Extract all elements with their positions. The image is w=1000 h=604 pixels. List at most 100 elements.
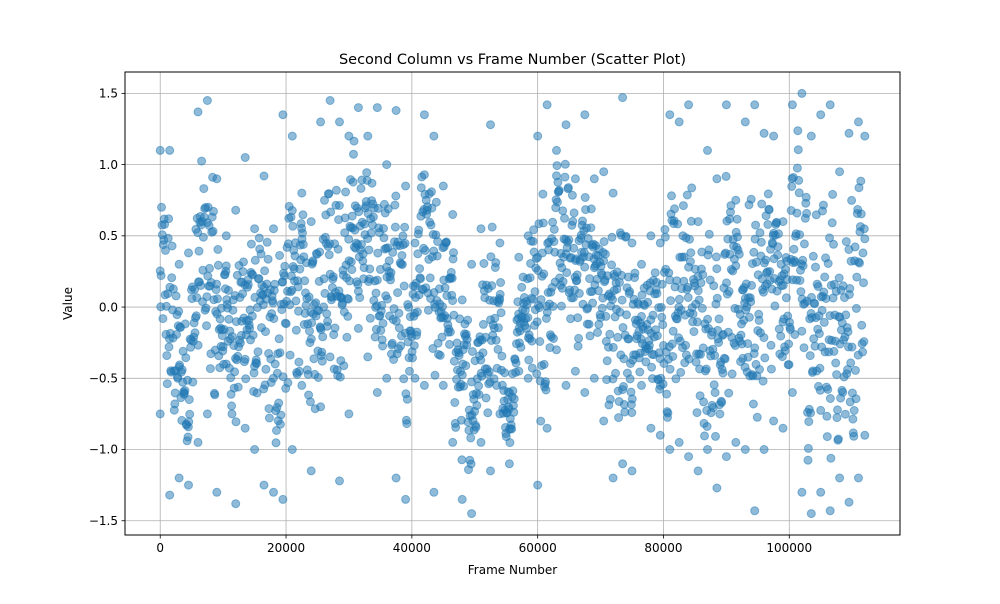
- scatter-point: [524, 355, 534, 365]
- scatter-point: [838, 387, 848, 397]
- scatter-point: [533, 131, 543, 141]
- scatter-point: [231, 205, 241, 215]
- scatter-point: [539, 269, 549, 279]
- scatter-point: [250, 255, 260, 265]
- scatter-point: [815, 363, 825, 373]
- scatter-point: [478, 319, 488, 329]
- scatter-point: [584, 319, 594, 329]
- scatter-point: [797, 88, 807, 98]
- scatter-point: [157, 202, 166, 212]
- scatter-point: [174, 473, 184, 483]
- scatter-point: [608, 473, 618, 483]
- scatter-point: [656, 302, 666, 312]
- scatter-point: [212, 487, 222, 497]
- scatter-point: [384, 256, 394, 266]
- scatter-point: [759, 445, 769, 454]
- scatter-point: [193, 340, 203, 350]
- scatter-point: [856, 176, 866, 186]
- scatter-point: [233, 382, 243, 392]
- scatter-point: [769, 416, 779, 426]
- scatter-point: [770, 301, 780, 311]
- scatter-point: [558, 206, 568, 216]
- scatter-point: [291, 325, 301, 335]
- scatter-point: [402, 419, 412, 429]
- scatter-point: [831, 358, 841, 368]
- scatter-point: [275, 251, 285, 260]
- scatter-point: [172, 330, 181, 339]
- scatter-point: [605, 329, 615, 339]
- scatter-point: [278, 372, 288, 382]
- scatter-point: [432, 251, 442, 261]
- scatter-point: [269, 314, 279, 324]
- scatter-point: [335, 117, 344, 127]
- scatter-point: [859, 224, 869, 234]
- scatter-point: [390, 222, 400, 232]
- scatter-point: [549, 237, 559, 247]
- scatter-point: [241, 374, 251, 384]
- y-tick-label: 0.5: [99, 229, 118, 243]
- scatter-point: [167, 241, 177, 251]
- scatter-point: [533, 480, 543, 490]
- scatter-point: [710, 351, 720, 360]
- scatter-point: [323, 317, 333, 326]
- scatter-point: [792, 208, 802, 218]
- scatter-point: [221, 359, 231, 369]
- scatter-point: [196, 281, 206, 290]
- scatter-point: [541, 377, 550, 387]
- scatter-point: [393, 288, 403, 298]
- scatter-point: [174, 306, 184, 316]
- scatter-point: [859, 337, 869, 347]
- scatter-point: [852, 272, 862, 282]
- scatter-point: [747, 280, 757, 290]
- scatter-point: [617, 295, 627, 305]
- scatter-point: [347, 265, 357, 275]
- scatter-point: [275, 348, 285, 358]
- scatter-point: [764, 205, 774, 215]
- scatter-point: [665, 445, 675, 454]
- scatter-point: [798, 261, 808, 271]
- scatter-point: [715, 409, 725, 419]
- scatter-point: [552, 197, 562, 207]
- scatter-point: [357, 240, 366, 249]
- scatter-point: [478, 348, 488, 358]
- scatter-point: [340, 228, 350, 238]
- scatter-point: [699, 397, 709, 407]
- scatter-point: [611, 368, 620, 378]
- scatter-point: [593, 328, 602, 337]
- scatter-point: [549, 224, 559, 234]
- scatter-point: [757, 199, 767, 209]
- scatter-point: [402, 394, 412, 404]
- scatter-point: [344, 234, 354, 244]
- scatter-point: [243, 280, 253, 290]
- scatter-point: [457, 370, 467, 380]
- scatter-point: [205, 263, 214, 273]
- scatter-point: [858, 347, 868, 357]
- scatter-point: [530, 287, 540, 297]
- scatter-point: [795, 230, 805, 240]
- scatter-point: [486, 466, 495, 476]
- scatter-point: [766, 340, 776, 350]
- scatter-point: [155, 409, 165, 419]
- scatter-point: [843, 327, 853, 337]
- scatter-point: [188, 377, 198, 387]
- scatter-point: [487, 281, 497, 291]
- scatter-point: [386, 268, 396, 278]
- scatter-point: [213, 245, 223, 254]
- scatter-point: [778, 423, 788, 433]
- scatter-point: [535, 337, 545, 346]
- scatter-point: [797, 326, 807, 336]
- scatter-point: [774, 229, 783, 239]
- scatter-point: [644, 340, 654, 350]
- scatter-point: [731, 261, 741, 271]
- scatter-point: [368, 212, 378, 222]
- scatter-point: [819, 317, 829, 327]
- scatter-point: [177, 365, 187, 375]
- scatter-point: [614, 413, 624, 423]
- scatter-point: [410, 373, 420, 383]
- scatter-point: [769, 131, 779, 141]
- scatter-point: [803, 455, 813, 465]
- scatter-point: [740, 117, 750, 127]
- scatter-point: [693, 466, 703, 476]
- scatter-point: [457, 295, 467, 305]
